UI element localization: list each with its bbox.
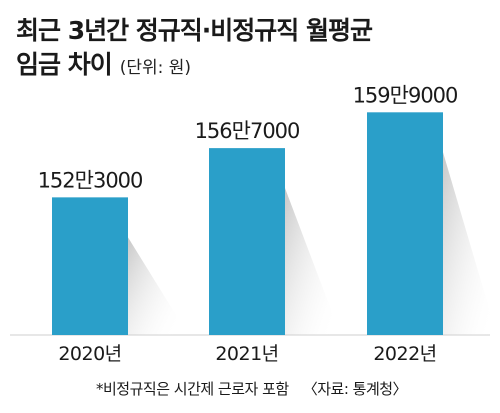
bar-2022년 <box>367 112 443 335</box>
value-label: 152만3000 <box>38 168 143 192</box>
footnote-row: *비정규직은 시간제 근로자 포함 〈자료: 통계청〉 <box>96 378 408 399</box>
category-label: 2020년 <box>58 343 121 365</box>
category-label: 2021년 <box>215 343 278 365</box>
source-label: 〈자료: 통계청〉 <box>302 380 408 398</box>
unit-label: (단위: 원) <box>119 58 192 78</box>
chart-title-line2-text: 임금 차이 <box>16 50 113 79</box>
bar-2020년 <box>52 197 128 335</box>
chart-title-line1: 최근 3년간 정규직·비정규직 월평균 <box>16 16 373 45</box>
category-label: 2022년 <box>373 343 436 365</box>
bar-shadow <box>443 152 491 335</box>
bar-shadow <box>285 188 333 335</box>
bar-shadow <box>128 237 176 335</box>
bar-2021년 <box>209 148 285 335</box>
chart-title-line2: 임금 차이 (단위: 원) <box>16 48 486 85</box>
chart-title: 최근 3년간 정규직·비정규직 월평균 임금 차이 (단위: 원) <box>16 14 486 85</box>
footnote: *비정규직은 시간제 근로자 포함 <box>96 380 289 398</box>
value-label: 156만7000 <box>195 119 300 143</box>
value-label: 159만9000 <box>353 83 458 107</box>
